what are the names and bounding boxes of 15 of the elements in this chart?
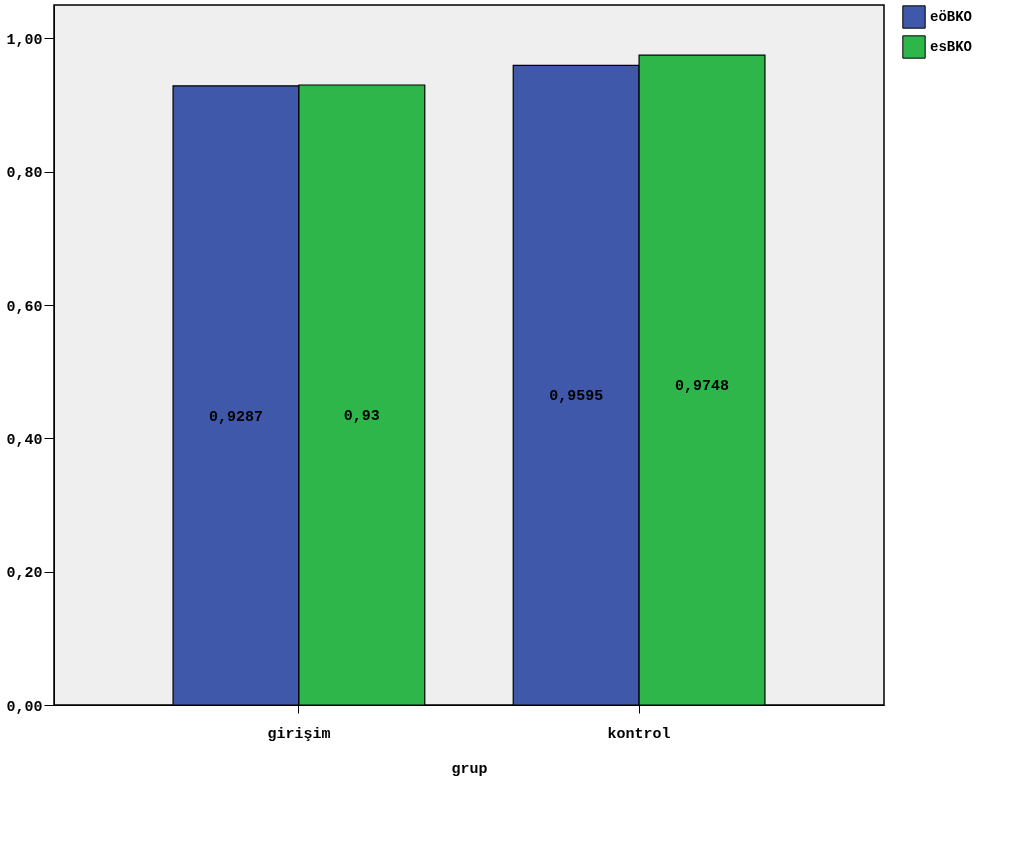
- x-axis-title: grup: [451, 760, 488, 778]
- data-label: 0,9287: [208, 408, 263, 426]
- y-tick-label: 0,40: [6, 431, 43, 449]
- y-tick-label: 1,00: [6, 31, 43, 49]
- y-tick-label: 0,80: [6, 165, 43, 183]
- y-tick-label: 0,00: [6, 698, 43, 716]
- legend-label: eöBKO: [930, 9, 973, 25]
- x-tick-label: kontrol: [607, 725, 671, 743]
- data-label: 0,9748: [675, 378, 730, 396]
- data-label: 0,9595: [549, 388, 604, 406]
- y-tick-label: 0,60: [6, 298, 43, 316]
- legend-label: esBKO: [930, 39, 973, 55]
- y-tick-label: 0,20: [6, 565, 43, 583]
- data-label: 0,93: [343, 408, 380, 425]
- x-tick-label: girişim: [267, 725, 331, 743]
